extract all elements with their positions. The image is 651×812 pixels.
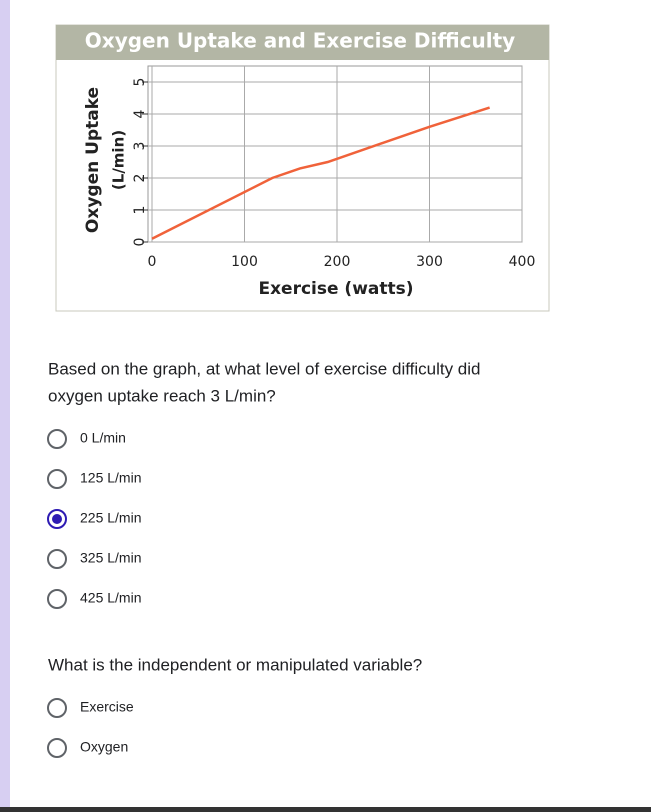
x-axis-label: Exercise (watts) <box>258 279 413 299</box>
question-text: Based on the graph, at what level of exe… <box>48 359 481 378</box>
left-strip <box>0 0 10 812</box>
y-axis-label: Oxygen Uptake <box>83 87 103 233</box>
data-line <box>151 106 491 240</box>
radio-option[interactable]: 0 L/min <box>47 429 126 449</box>
radio-button[interactable] <box>47 469 67 489</box>
option-label: 425 L/min <box>80 590 141 606</box>
y-tick-label: 3 <box>132 142 148 151</box>
option-label: 325 L/min <box>80 550 141 566</box>
chart-title: Oxygen Uptake and Exercise Difficulty <box>85 29 515 53</box>
y-axis-unit: (L/min) <box>110 130 128 190</box>
radio-option[interactable]: 125 L/min <box>47 469 141 489</box>
option-label: 125 L/min <box>80 470 141 486</box>
radio-button[interactable] <box>47 738 67 758</box>
radio-option[interactable]: 325 L/min <box>47 549 141 569</box>
radio-option[interactable]: Oxygen <box>47 738 128 758</box>
radio-option[interactable]: 425 L/min <box>47 589 141 609</box>
y-tick-label: 4 <box>132 109 148 118</box>
radio-button[interactable] <box>47 589 67 609</box>
y-tick-label: 0 <box>132 238 148 247</box>
option-label: 225 L/min <box>80 510 141 526</box>
radio-option[interactable]: Exercise <box>47 698 134 718</box>
radio-dot <box>52 514 62 524</box>
chart-title-bar <box>56 25 549 60</box>
x-tick-label: 300 <box>416 254 443 270</box>
radio-button[interactable] <box>47 429 67 449</box>
option-label: Exercise <box>80 699 134 715</box>
question-text: oxygen uptake reach 3 L/min? <box>48 386 276 405</box>
x-tick-label: 200 <box>324 254 351 270</box>
x-tick-label: 0 <box>148 254 157 270</box>
y-tick-label: 5 <box>132 78 148 87</box>
option-label: 0 L/min <box>80 430 126 446</box>
x-tick-label: 100 <box>231 254 258 270</box>
plot-area <box>147 65 523 243</box>
x-tick-label: 400 <box>509 254 536 270</box>
bottom-border <box>0 807 651 812</box>
y-tick-label: 2 <box>132 174 148 183</box>
radio-button[interactable] <box>47 549 67 569</box>
y-tick-label: 1 <box>132 206 148 215</box>
question-text: What is the independent or manipulated v… <box>48 655 422 674</box>
radio-button[interactable] <box>47 698 67 718</box>
option-label: Oxygen <box>80 739 128 755</box>
radio-option[interactable]: 225 L/min <box>47 509 141 529</box>
